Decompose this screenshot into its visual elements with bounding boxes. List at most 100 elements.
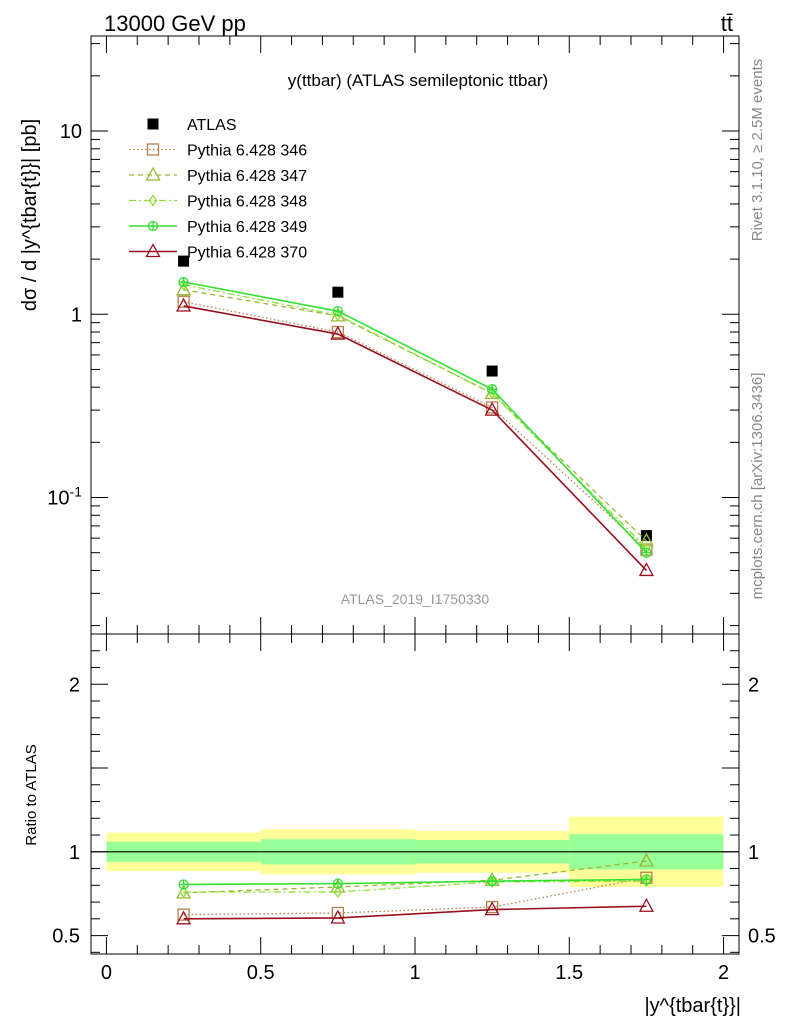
ratio-y-axis-label: Ratio to ATLAS xyxy=(23,744,40,845)
series-line-pythia-6-428-346 xyxy=(183,301,647,551)
legend-entry-pythia-6-428-346: Pythia 6.428 346 xyxy=(129,143,307,160)
ratio-point-pythia-6-428-370-0 xyxy=(175,910,192,925)
process-label: tt̄ xyxy=(721,11,733,36)
series-pythia-6-428-347 xyxy=(175,281,655,547)
ratio-point-pythia-6-428-349-1 xyxy=(332,878,344,889)
ratio-series-pythia-6-428-349 xyxy=(178,874,652,890)
xtick-label-1: 1 xyxy=(409,962,420,984)
main-ytick-label-1: 1 xyxy=(71,304,82,326)
main-y-axis-label: dσ / d |y^{tbar{t}}| [pb] xyxy=(19,119,41,311)
ratio-point-pythia-6-428-348-2 xyxy=(487,875,497,889)
series-atlas xyxy=(178,255,652,542)
xtick-label-0-5: 0.5 xyxy=(247,962,275,984)
ratio-series xyxy=(175,852,655,925)
legend-marker-pythia-6-428-346 xyxy=(146,143,160,156)
ratio-tick-labels: 2 2 1 1 0.5 0.5 0 0.5 1 1.5 2 xyxy=(52,674,776,984)
series-pythia-6-428-348 xyxy=(179,278,651,555)
x-axis-label: |y^{tbar{t}}| xyxy=(644,995,741,1017)
point-atlas-3 xyxy=(640,530,652,542)
ratio-point-pythia-6-428-349-0 xyxy=(178,879,189,890)
main-panel: y(ttbar) (ATLAS semileptonic ttbar) ATLA… xyxy=(19,35,740,635)
legend-label-atlas: ATLAS xyxy=(187,117,237,134)
point-pythia-6-428-348-1 xyxy=(333,308,343,322)
series-pythia-6-428-349 xyxy=(178,276,652,558)
ratio-panel: 2 2 1 1 0.5 0.5 0 0.5 1 1.5 2 Ratio to ATLAS |y^{t… xyxy=(23,633,776,1017)
ratio-line-pythia-6-428-370 xyxy=(183,905,647,920)
ratio-axis-ticks xyxy=(91,633,739,954)
main-ytick-label-exp: -1 xyxy=(70,484,83,500)
ratio-point-pythia-6-428-349-3 xyxy=(641,874,652,885)
series-line-pythia-6-428-348 xyxy=(183,284,647,549)
ratio-point-pythia-6-428-348-0 xyxy=(179,885,188,899)
point-atlas-1 xyxy=(332,286,344,298)
analysis-watermark: ATLAS_2019_I1750330 xyxy=(341,591,490,607)
legend-entry-pythia-6-428-348: Pythia 6.428 348 xyxy=(129,194,307,211)
ratio-ytick-label-right-0-5: 0.5 xyxy=(748,926,776,948)
xtick-label-1-5: 1.5 xyxy=(555,962,583,984)
legend-marker-atlas xyxy=(147,118,159,130)
point-pythia-6-428-370-3 xyxy=(638,562,655,577)
ratio-point-pythia-6-428-348-1 xyxy=(333,885,343,899)
series-pythia-6-428-346 xyxy=(177,295,653,556)
rivet-label: Rivet 3.1.10, ≥ 2.5M events xyxy=(749,59,766,242)
point-pythia-6-428-346-0 xyxy=(177,295,190,308)
source-label: mcplots.cern.ch [arXiv:1306.3436] xyxy=(749,373,766,600)
series-line-pythia-6-428-370 xyxy=(183,305,648,572)
ratio-line-pythia-6-428-348 xyxy=(183,880,647,893)
series-pythia-6-428-370 xyxy=(175,297,655,577)
point-pythia-6-428-349-0 xyxy=(178,276,189,288)
main-y-tick-labels: 10 1 10-1 xyxy=(47,121,82,510)
main-axis-ticks xyxy=(91,36,739,634)
legend-entry-atlas: ATLAS xyxy=(147,117,237,134)
xtick-label-0: 0 xyxy=(101,962,112,984)
ratio-ytick-label-right-2: 2 xyxy=(748,674,759,696)
ratio-ytick-label-right-1: 1 xyxy=(748,842,759,864)
legend-entry-pythia-6-428-347: Pythia 6.428 347 xyxy=(129,166,307,185)
legend-label-pythia-6-428-348: Pythia 6.428 348 xyxy=(187,194,307,211)
legend-entry-pythia-6-428-349: Pythia 6.428 349 xyxy=(129,219,307,236)
xtick-label-2: 2 xyxy=(718,962,729,984)
point-pythia-6-428-349-3 xyxy=(641,547,652,558)
legend-marker-pythia-6-428-349 xyxy=(147,220,159,232)
ratio-line-pythia-6-428-346 xyxy=(183,877,647,916)
point-pythia-6-428-347-3 xyxy=(638,532,655,547)
point-pythia-6-428-370-1 xyxy=(330,325,346,340)
ratio-point-pythia-6-428-349-2 xyxy=(486,875,498,887)
legend-marker-pythia-6-428-370 xyxy=(145,243,161,258)
point-pythia-6-428-370-2 xyxy=(484,401,500,416)
ratio-line-pythia-6-428-349 xyxy=(183,878,647,886)
legend-label-pythia-6-428-347: Pythia 6.428 347 xyxy=(187,168,307,185)
legend-marker-pythia-6-428-347 xyxy=(145,166,161,181)
legend-label-pythia-6-428-346: Pythia 6.428 346 xyxy=(187,143,307,160)
legend-label-pythia-6-428-370: Pythia 6.428 370 xyxy=(187,245,307,262)
series-line-pythia-6-428-347 xyxy=(183,289,647,542)
point-atlas-0 xyxy=(178,255,190,267)
ratio-frame xyxy=(90,633,740,955)
ratio-ytick-label-left-0-5: 0.5 xyxy=(52,926,80,948)
main-series xyxy=(175,255,655,577)
main-ytick-label-10: 10 xyxy=(60,121,82,143)
point-pythia-6-428-347-0 xyxy=(175,281,192,296)
legend-label-pythia-6-428-349: Pythia 6.428 349 xyxy=(187,219,307,236)
ratio-series-pythia-6-428-370 xyxy=(175,897,655,925)
point-pythia-6-428-349-2 xyxy=(486,384,498,395)
energy-label: 13000 GeV pp xyxy=(104,11,246,36)
ratio-uncertainty-bands xyxy=(91,816,739,887)
ratio-point-pythia-6-428-347-3 xyxy=(638,852,655,867)
series-line-pythia-6-428-349 xyxy=(183,281,648,554)
ratio-ytick-label-left-1: 1 xyxy=(69,842,80,864)
ratio-point-pythia-6-428-370-1 xyxy=(330,909,346,924)
main-ytick-label-10-1: 10-1 xyxy=(47,484,82,510)
ratio-point-pythia-6-428-346-0 xyxy=(177,908,190,921)
ratio-ytick-label-left-2: 2 xyxy=(69,674,80,696)
ratio-point-pythia-6-428-370-2 xyxy=(484,901,500,916)
main-title: y(ttbar) (ATLAS semileptonic ttbar) xyxy=(288,71,548,90)
point-pythia-6-428-349-1 xyxy=(332,306,344,317)
legend-entry-pythia-6-428-370: Pythia 6.428 370 xyxy=(129,243,307,262)
legend: ATLAS Pythia 6.428 346 Pythia 6.428 347 Pyt… xyxy=(129,117,307,262)
point-pythia-6-428-370-0 xyxy=(175,297,192,312)
ratio-point-pythia-6-428-370-3 xyxy=(638,897,655,912)
point-atlas-2 xyxy=(486,365,498,377)
legend-marker-pythia-6-428-348 xyxy=(148,194,158,207)
